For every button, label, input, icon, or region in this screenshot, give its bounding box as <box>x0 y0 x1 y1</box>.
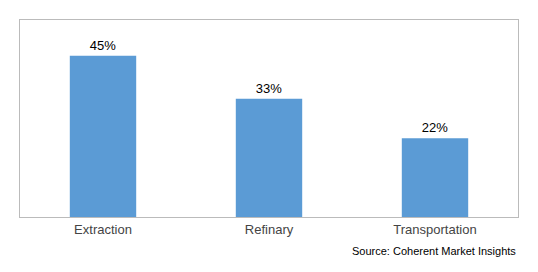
svg-text:Source: Coherent Market Insigh: Source: Coherent Market Insights <box>352 245 516 257</box>
svg-text:33%: 33% <box>256 81 282 96</box>
svg-text:Extraction: Extraction <box>74 222 132 237</box>
svg-text:Transportation: Transportation <box>393 222 476 237</box>
svg-text:Refinary: Refinary <box>245 222 294 237</box>
svg-text:45%: 45% <box>90 38 116 53</box>
svg-text:22%: 22% <box>422 120 448 135</box>
